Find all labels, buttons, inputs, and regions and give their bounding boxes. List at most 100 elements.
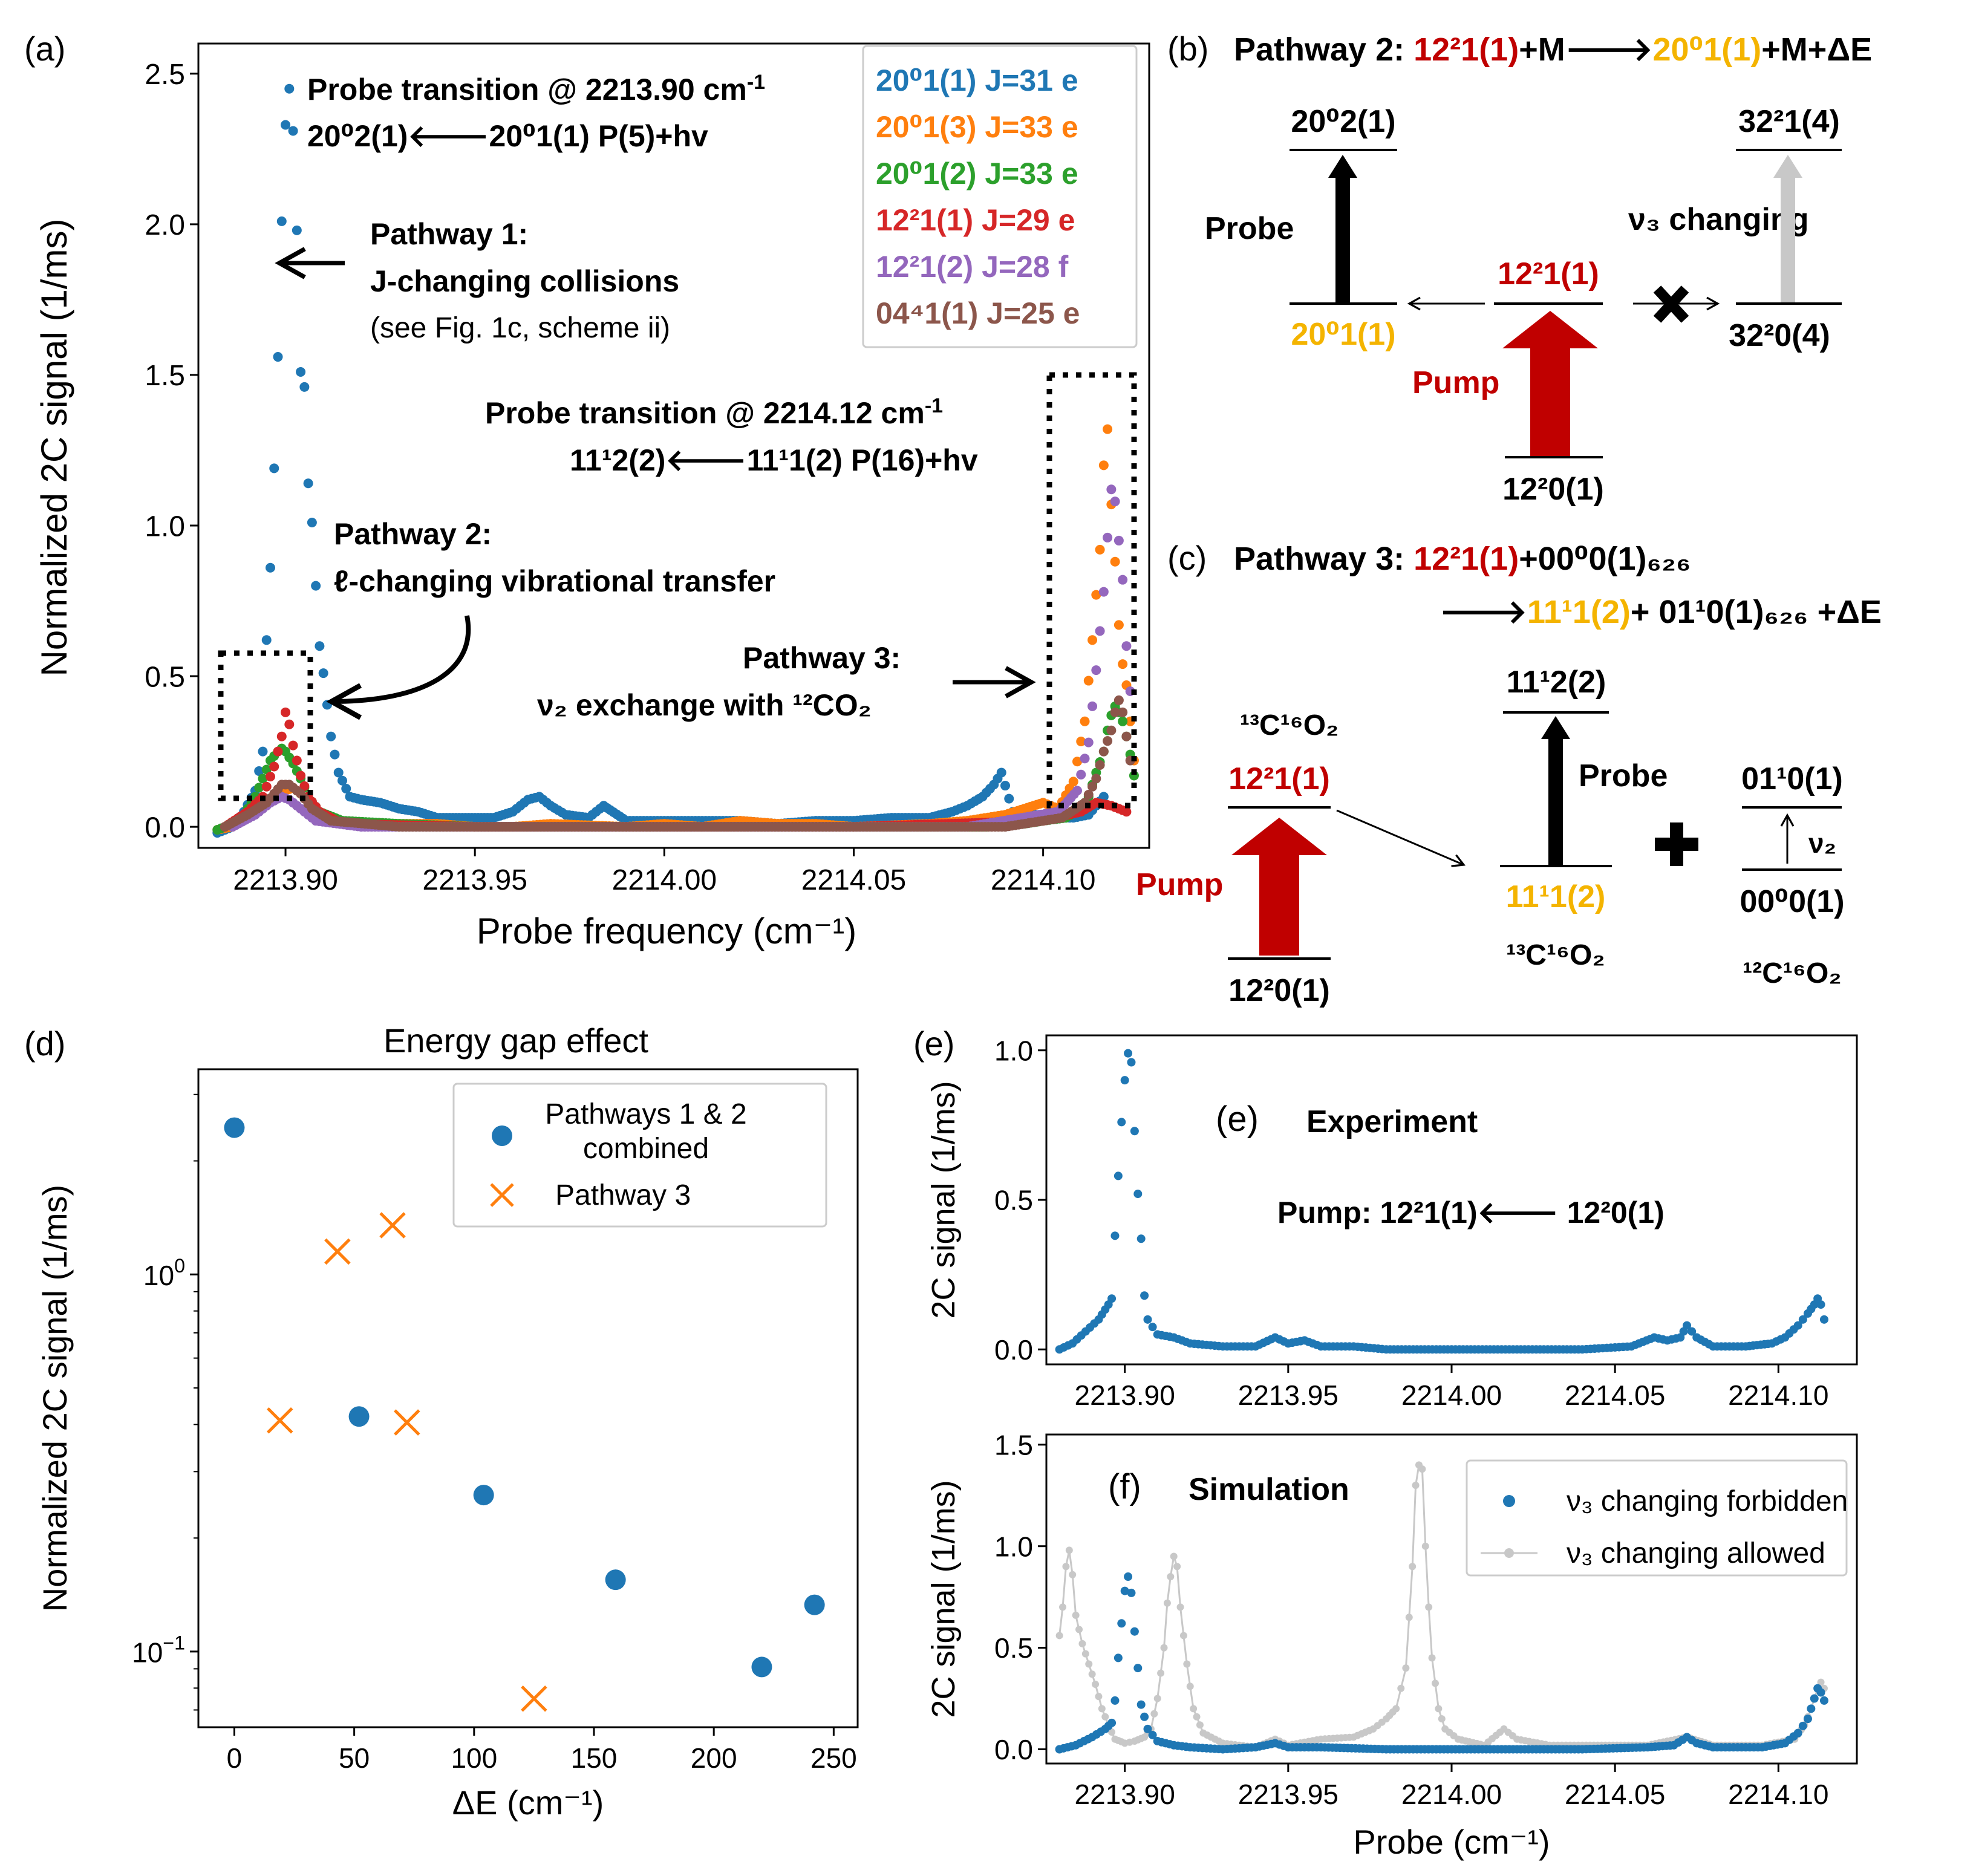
probe-arrow-b <box>1335 175 1350 304</box>
data-point <box>1083 676 1094 686</box>
panel-e-data <box>1055 1049 1828 1354</box>
annotation-probe-transition-1: Probe transition @ 2213.90 cm-1 <box>307 71 765 106</box>
data-point <box>1095 626 1105 636</box>
pump-arrow-c <box>1259 854 1299 956</box>
annotation-pathway-3-title: Pathway 3: <box>743 641 901 675</box>
panel-a-axis-ticks: 2213.90 2213.95 2214.00 2214.05 2214.10 0.0 0.… <box>145 59 1095 896</box>
data-point <box>1133 1190 1143 1199</box>
annotation-probe-transition-1-line2: 20⁰2(1)🡐20⁰1(1) P(5)+hv <box>307 119 708 153</box>
data-point-forbidden <box>1117 1619 1126 1628</box>
data-point <box>1083 789 1094 800</box>
data-point-forbidden <box>1803 1715 1812 1724</box>
data-point <box>296 770 306 781</box>
data-point <box>326 731 336 741</box>
y-tick-label: 1.5 <box>994 1429 1033 1461</box>
panel-f: 2213.90 2213.95 2214.00 2214.05 2214.10 0.0 0.… <box>925 1429 1858 1861</box>
panel-e-pump-label: Pump: 12²1(1)🡐 12²0(1) <box>1277 1196 1665 1229</box>
data-point <box>1793 1321 1802 1330</box>
data-point-forbidden <box>1133 1664 1143 1673</box>
data-point <box>337 775 347 786</box>
data-point <box>258 774 268 784</box>
data-point <box>269 761 279 772</box>
data-point <box>1091 774 1101 784</box>
panel-c-tag: (c) <box>1167 539 1207 577</box>
x-tick-label: 2214.10 <box>1728 1379 1828 1411</box>
data-point <box>265 772 275 782</box>
data-point <box>1087 781 1098 792</box>
x-tick-label: 100 <box>451 1742 497 1774</box>
annotation-probe-transition-2: Probe transition @ 2214.12 cm-1 <box>485 394 943 430</box>
panel-e-tag-inner: (e) <box>1216 1099 1259 1139</box>
dashed-box-right <box>1046 372 1137 809</box>
data-point-x <box>394 1409 420 1436</box>
x-tick-label: 2214.05 <box>801 864 907 896</box>
panel-f-legend: ν₃ changing forbidden ν₃ changing allowe… <box>1466 1459 1848 1577</box>
panel-f-plot-frame <box>1045 1433 1858 1765</box>
pump-arrowhead-b <box>1502 311 1598 348</box>
data-point <box>1120 1076 1129 1085</box>
data-point <box>333 767 344 778</box>
data-point-allowed <box>1167 1573 1175 1581</box>
y-tick-label: 0.0 <box>994 1334 1033 1366</box>
data-point-forbidden <box>1130 1627 1139 1636</box>
data-point-allowed <box>1397 1684 1405 1692</box>
data-point <box>284 719 295 729</box>
legend-marker-circle <box>492 1125 512 1146</box>
legend-marker-forbidden <box>1503 1495 1515 1507</box>
data-point-allowed <box>1095 1693 1103 1701</box>
panel-a-ylabel: Normalized 2C signal (1/ms) <box>34 219 74 677</box>
data-point-allowed <box>1402 1664 1410 1672</box>
title-part-red: 12²1(1) <box>1414 31 1519 68</box>
molecule-13c16o2-bottom: ¹³C¹⁶O₂ <box>1506 939 1605 971</box>
data-point-forbidden <box>1810 1694 1819 1703</box>
data-point <box>307 518 317 528</box>
data-point-allowed <box>1193 1713 1201 1721</box>
level-label-12-2-0: 12²0(1) <box>1502 472 1604 507</box>
data-point-circle <box>751 1656 772 1678</box>
y-tick-label: 1.5 <box>145 360 185 392</box>
data-point-allowed <box>1055 1632 1063 1640</box>
data-point-circle <box>224 1117 245 1138</box>
data-point <box>1819 1315 1828 1324</box>
arrow-pathway-2 <box>326 615 471 720</box>
data-point <box>292 755 302 766</box>
x-tick-label: 2213.90 <box>233 864 338 896</box>
panel-c-title-line2: 🡒11¹1(2)+ 01¹0(1)₆₂₆ +ΔE <box>1440 594 1882 630</box>
title-part: +00⁰0(1)₆₂₆ <box>1519 541 1691 577</box>
data-point-allowed <box>1078 1640 1086 1647</box>
panel-a-legend-box <box>862 45 1138 348</box>
data-point-forbidden <box>1110 1696 1120 1705</box>
x-tick-label: 200 <box>691 1742 737 1774</box>
data-point <box>1106 725 1117 735</box>
data-point-x <box>266 1407 293 1434</box>
legend-entry-text: 20⁰1(2) J=33 e <box>876 157 1078 191</box>
data-point-forbidden <box>1140 1712 1149 1721</box>
data-point <box>1068 777 1078 787</box>
data-point <box>1121 807 1132 817</box>
data-point-allowed <box>1163 1599 1171 1607</box>
panel-a-tag: (a) <box>24 30 65 68</box>
data-point-allowed <box>1072 1611 1080 1619</box>
data-point <box>1091 665 1101 676</box>
data-point-allowed <box>1173 1563 1181 1571</box>
title-part-red: 12²1(1) <box>1414 541 1519 577</box>
data-point <box>1103 424 1113 434</box>
probe-arrowhead-c <box>1541 716 1570 739</box>
data-point <box>1076 769 1086 780</box>
data-point-forbidden <box>1127 1588 1136 1597</box>
data-point-allowed <box>1431 1679 1439 1687</box>
data-point <box>265 562 275 573</box>
panel-d-axis-ticks: 0 50 100 150 200 250 100 10−1 <box>132 1093 857 1774</box>
data-point-allowed <box>1179 1632 1187 1640</box>
legend-entry-12-1-1: 12²1(1) J=29 e <box>876 203 1075 237</box>
data-point-allowed <box>1059 1603 1067 1611</box>
x-tick-label: 2214.10 <box>991 864 1096 896</box>
panel-c: (c) Pathway 3: 12²1(1)+00⁰0(1)₆₂₆ 🡒11¹1(… <box>1136 539 1882 1008</box>
panel-f-tag: (f) <box>1108 1467 1141 1506</box>
annotation-sup: -1 <box>925 394 943 417</box>
data-point <box>296 366 306 377</box>
pump-arrow-b <box>1530 347 1570 456</box>
panel-a-plot-frame <box>197 42 1150 849</box>
data-point <box>281 707 291 717</box>
data-point-forbidden <box>1807 1704 1816 1713</box>
